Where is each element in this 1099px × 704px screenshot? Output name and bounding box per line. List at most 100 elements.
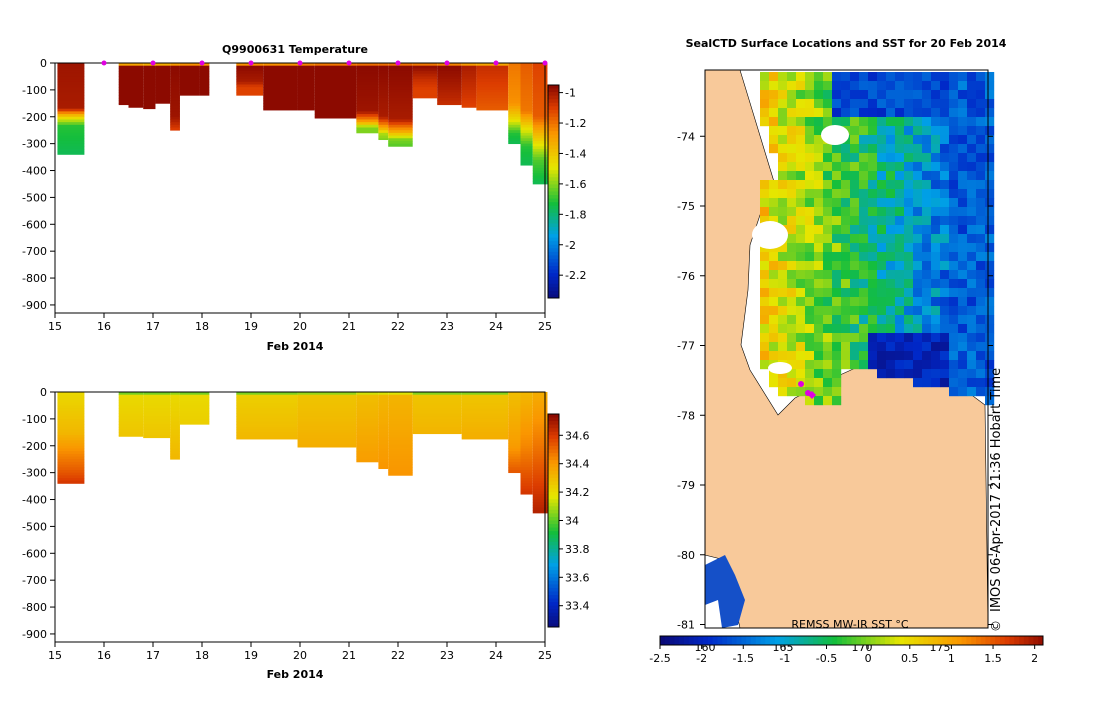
salinity-colorbar-cell	[548, 492, 559, 497]
salinity-profile-8-cell	[378, 445, 389, 449]
temperature-colorbar-cell	[548, 131, 559, 136]
salinity-profile-7-cell	[356, 410, 379, 414]
temperature-profile-17-cell	[461, 84, 477, 88]
temperature-profile-20-cell	[520, 127, 533, 131]
temperature-profile-0-cell	[57, 103, 85, 107]
sst-cell	[931, 297, 941, 307]
sst-cell	[931, 207, 941, 217]
sst-cell	[832, 369, 842, 379]
sst-cell	[778, 279, 788, 289]
temperature-profile-0-cell	[57, 114, 85, 118]
sst-colorbar-cell	[774, 636, 781, 645]
temperature-colorbar-cell	[548, 290, 559, 295]
salinity-profile-9-cell	[388, 416, 413, 420]
sst-cell	[832, 81, 842, 91]
sst-colorbar-cell	[837, 636, 843, 645]
salinity-profile-6-cell	[297, 418, 357, 422]
sst-cell	[967, 324, 977, 334]
temperature-profile-5-cell	[170, 73, 180, 77]
sst-cell	[985, 297, 995, 307]
temperature-heatmap	[57, 63, 548, 185]
sst-cell	[949, 162, 959, 172]
salinity-profile-9-cell	[388, 437, 413, 441]
sst-cell	[985, 144, 995, 154]
salinity-profile-9-cell	[388, 410, 413, 414]
temperature-profile-9-cell	[263, 73, 298, 77]
salinity-profile-3-cell	[170, 453, 180, 457]
sst-cell	[814, 351, 824, 361]
sst-cell	[823, 81, 833, 91]
sst-cell	[895, 333, 905, 343]
temperature-profile-0-cell	[57, 87, 85, 91]
sst-cell	[958, 333, 968, 343]
temperature-profile-21-cell	[532, 146, 548, 150]
salinity-profile-10-cell	[412, 432, 462, 435]
temperature-profile-21-cell	[532, 130, 548, 134]
sst-cell	[913, 171, 923, 181]
sst-cell	[832, 243, 842, 253]
temperature-profile-13-cell	[378, 92, 389, 96]
sst-cell	[868, 135, 878, 145]
sst-cell	[931, 144, 941, 154]
sst-cell	[913, 162, 923, 172]
sst-cell	[778, 117, 788, 127]
sst-cell	[841, 72, 851, 82]
sst-cell	[940, 261, 950, 271]
sst-cell	[841, 261, 851, 271]
sst-cell	[985, 189, 995, 199]
salinity-profile-8-cell	[378, 467, 389, 470]
salinity-profile-0-cell	[57, 418, 85, 422]
salinity-profile-12-cell	[508, 464, 521, 468]
sst-cell	[922, 306, 932, 316]
temperature-profile-13-cell	[378, 122, 389, 126]
sst-cell	[760, 297, 770, 307]
sst-cell	[805, 90, 815, 100]
temperature-profile-21-cell	[532, 175, 548, 179]
sst-cell	[832, 144, 842, 154]
temperature-profile-17-cell	[461, 73, 477, 77]
temperature-colorbar-cell	[548, 227, 559, 232]
sst-colorbar-cell	[664, 636, 671, 645]
salinity-profile-13-cell	[520, 478, 533, 482]
sst-colorbar-cell	[1004, 636, 1010, 645]
temperature-profile-15-cell	[412, 89, 438, 93]
salinity-colorbar-cell	[548, 460, 559, 465]
salinity-colorbar-cell	[548, 417, 559, 422]
salinity-colorbar-cell	[548, 566, 559, 571]
sst-cell	[904, 243, 914, 253]
sst-cell	[823, 306, 833, 316]
sst-cell	[904, 351, 914, 361]
temperature-colorbar-cell	[548, 106, 559, 111]
sst-colorbar-cell	[832, 636, 838, 645]
temperature-profile-12-cell	[356, 111, 379, 115]
sst-cell	[823, 117, 833, 127]
sst-cell	[823, 342, 833, 352]
sst-cell	[886, 234, 896, 244]
salinity-profile-1-cell	[118, 421, 144, 425]
temperature-profile-18-cell	[476, 73, 509, 77]
sst-cell	[832, 171, 842, 181]
sst-cell	[904, 99, 914, 109]
sst-cell	[787, 99, 797, 109]
salinity-profile-0-cell	[57, 472, 85, 476]
temperature-profile-6-cell	[179, 89, 200, 93]
sst-cell	[976, 333, 986, 343]
salinity-profile-9-cell	[388, 453, 413, 457]
sst-cell	[958, 117, 968, 127]
temperature-profile-4-cell	[155, 89, 171, 93]
sst-cell	[823, 99, 833, 109]
salinity-colorbar-cell	[548, 548, 559, 553]
temperature-colorbar-label--2: -2	[565, 239, 576, 252]
salinity-ytick-label--900: -900	[22, 628, 47, 641]
temperature-ytick-label-0: 0	[40, 57, 47, 70]
sst-cell	[895, 288, 905, 298]
sst-cell	[958, 288, 968, 298]
sst-cell	[769, 297, 779, 307]
sst-cell	[949, 234, 959, 244]
salinity-colorbar-cell	[548, 541, 559, 546]
sst-cell	[895, 171, 905, 181]
temperature-profile-5-cell	[170, 108, 180, 112]
temperature-profile-5-cell	[170, 95, 180, 99]
sst-cell	[787, 306, 797, 316]
sst-cell	[913, 81, 923, 91]
